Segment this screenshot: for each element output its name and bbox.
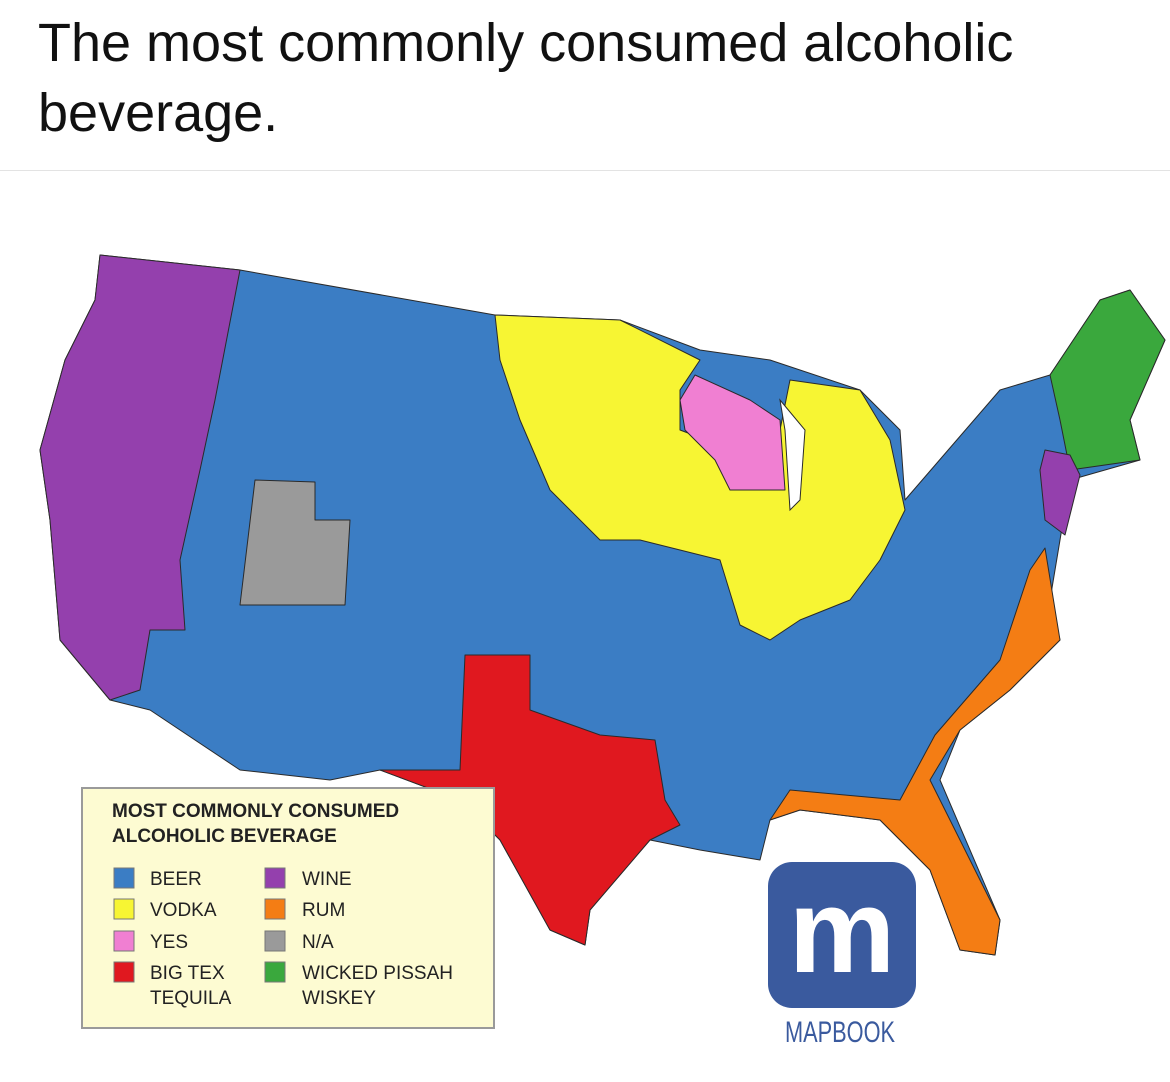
- legend-title: MOST COMMONLY CONSUMED: [112, 801, 399, 822]
- legend-label: BIG TEX: [150, 963, 225, 984]
- region-wine-nj: [1039, 449, 1081, 536]
- legend-swatch: [264, 930, 286, 952]
- region-vodka: [494, 314, 906, 641]
- legend-label: N/A: [302, 932, 334, 953]
- legend-swatch: [113, 930, 135, 952]
- region-wicked: [1049, 289, 1166, 471]
- legend-swatch: [264, 961, 286, 983]
- region-big-tex: [379, 654, 681, 946]
- logo: m MAPBOOK: [768, 862, 916, 1049]
- legend-box: [81, 787, 495, 1029]
- legend-swatch: [264, 867, 286, 889]
- region-yes: [679, 374, 786, 491]
- legend-swatch: [264, 898, 286, 920]
- lake-michigan: [779, 398, 806, 512]
- legend-label: TEQUILA: [150, 988, 232, 1009]
- legend-label: RUM: [302, 900, 345, 921]
- legend-label: WICKED PISSAH: [302, 963, 453, 984]
- legend-label: YES: [150, 932, 188, 953]
- legend-label: WINE: [302, 869, 352, 890]
- legend-swatch: [113, 867, 135, 889]
- legend-title: ALCOHOLIC BEVERAGE: [112, 826, 337, 847]
- region-rum: [769, 547, 1061, 956]
- legend: MOST COMMONLY CONSUMED ALCOHOLIC BEVERAG…: [81, 787, 495, 1029]
- legend-swatch: [113, 961, 135, 983]
- logo-mark: m: [789, 864, 896, 998]
- region-wine: [39, 254, 241, 701]
- legend-label: WISKEY: [302, 988, 376, 1009]
- legend-swatch: [113, 898, 135, 920]
- region-na: [239, 479, 351, 606]
- regions: [39, 254, 1166, 956]
- legend-label: VODKA: [150, 900, 217, 921]
- logo-name: MAPBOOK: [785, 1016, 895, 1049]
- post-title: The most commonly consumed alcoholic bev…: [38, 13, 1014, 143]
- logo-badge: [768, 862, 916, 1008]
- legend-label: BEER: [150, 869, 202, 890]
- divider: [0, 170, 1170, 171]
